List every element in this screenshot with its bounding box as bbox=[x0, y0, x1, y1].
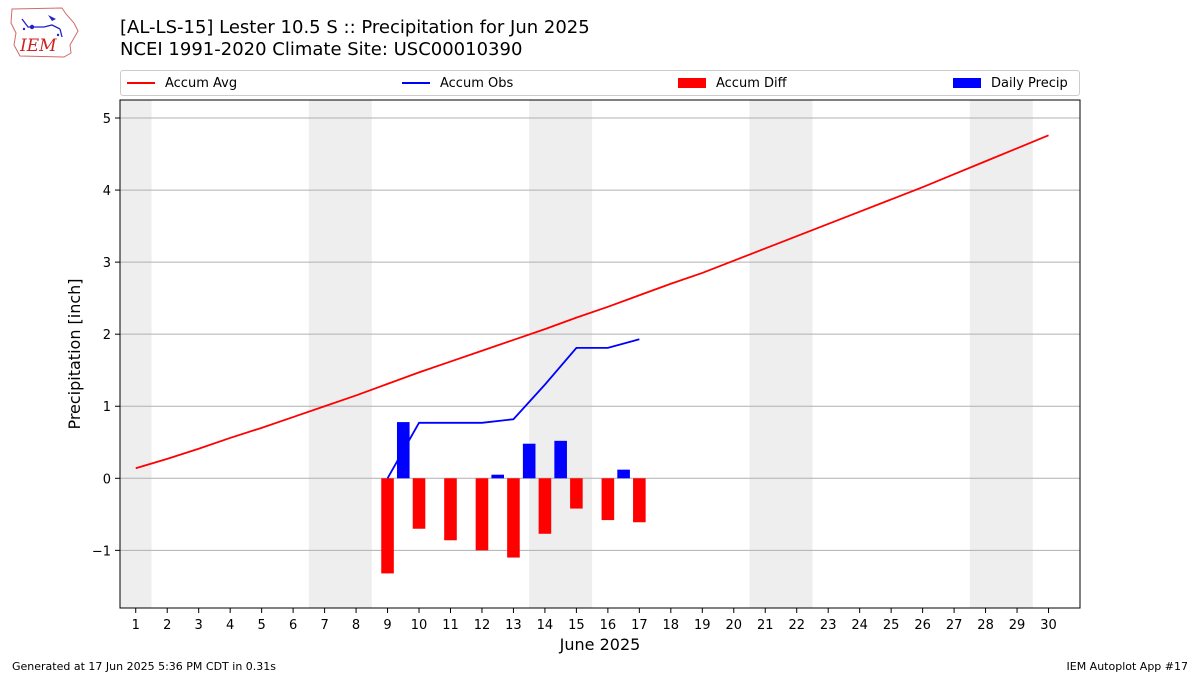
accum-diff-bar bbox=[538, 478, 552, 534]
logo-text: IEM bbox=[19, 36, 57, 56]
legend-label: Accum Diff bbox=[716, 75, 787, 91]
weekend-shade bbox=[308, 100, 372, 608]
legend-label: Accum Obs bbox=[440, 75, 514, 91]
x-tick-label: 26 bbox=[914, 618, 931, 633]
weekend-shade bbox=[749, 100, 813, 608]
chart-title: [AL-LS-15] Lester 10.5 S :: Precipitatio… bbox=[120, 17, 590, 38]
x-tick-label: 17 bbox=[631, 618, 648, 633]
accum-diff-bar bbox=[475, 478, 489, 551]
legend-label: Daily Precip bbox=[991, 75, 1068, 91]
daily-precip-bar bbox=[491, 474, 504, 479]
x-tick-label: 16 bbox=[600, 618, 617, 633]
x-tick-label: 28 bbox=[977, 618, 994, 633]
x-tick-label: 23 bbox=[820, 618, 837, 633]
x-tick-label: 21 bbox=[757, 618, 774, 633]
accum-diff-bar bbox=[633, 478, 646, 523]
accum-diff-bar bbox=[570, 478, 583, 509]
accum-diff-bar bbox=[412, 478, 426, 529]
x-tick-label: 14 bbox=[537, 618, 554, 633]
accum-diff-bar bbox=[381, 478, 394, 574]
x-tick-label: 6 bbox=[289, 618, 297, 633]
y-axis-label: Precipitation [inch] bbox=[65, 278, 84, 429]
x-tick-label: 8 bbox=[352, 618, 360, 633]
x-tick-label: 29 bbox=[1009, 618, 1026, 633]
legend-item-daily-precip: Daily Precip bbox=[953, 71, 1068, 95]
x-axis-label: June 2025 bbox=[559, 635, 641, 654]
x-tick-label: 24 bbox=[851, 618, 868, 633]
generated-timestamp: Generated at 17 Jun 2025 5:36 PM CDT in … bbox=[12, 660, 277, 673]
legend-item-accum-diff: Accum Diff bbox=[678, 71, 787, 95]
x-tick-label: 11 bbox=[442, 618, 459, 633]
x-tick-label: 12 bbox=[474, 618, 491, 633]
accum-diff-bar bbox=[601, 478, 615, 521]
y-tick-label: 4 bbox=[103, 184, 111, 199]
chart-legend: Accum Avg Accum Obs Accum Diff Daily Pre… bbox=[120, 70, 1080, 96]
accum-diff-bar bbox=[507, 478, 520, 558]
x-tick-label: 3 bbox=[195, 618, 203, 633]
x-tick-label: 2 bbox=[163, 618, 171, 633]
weekend-shade bbox=[969, 100, 1033, 608]
legend-label: Accum Avg bbox=[165, 75, 238, 91]
plot-frame bbox=[119, 99, 1081, 609]
iem-logo-icon: IEM bbox=[10, 7, 79, 58]
legend-item-accum-avg: Accum Avg bbox=[127, 71, 237, 95]
accum-obs-line bbox=[386, 338, 640, 479]
x-tick-label: 10 bbox=[411, 618, 428, 633]
legend-swatch bbox=[402, 82, 430, 84]
daily-precip-bar bbox=[617, 469, 630, 479]
x-tick-label: 27 bbox=[946, 618, 963, 633]
x-tick-label: 7 bbox=[320, 618, 328, 633]
y-tick-label: 5 bbox=[103, 112, 111, 127]
y-tick-label: 2 bbox=[103, 328, 111, 343]
daily-precip-bar bbox=[522, 443, 536, 479]
app-credit: IEM Autoplot App #17 bbox=[1066, 660, 1189, 673]
x-tick-label: 13 bbox=[505, 618, 522, 633]
x-tick-label: 18 bbox=[663, 618, 680, 633]
x-tick-label: 19 bbox=[694, 618, 711, 633]
x-tick-label: 20 bbox=[725, 618, 742, 633]
y-tick-label: 3 bbox=[103, 256, 111, 271]
x-tick-label: 9 bbox=[383, 618, 391, 633]
legend-swatch bbox=[678, 78, 706, 88]
x-tick-label: 30 bbox=[1040, 618, 1057, 633]
accum-avg-line bbox=[135, 134, 1049, 470]
chart-subtitle: NCEI 1991-2020 Climate Site: USC00010390 bbox=[120, 39, 523, 60]
legend-item-accum-obs: Accum Obs bbox=[402, 71, 513, 95]
y-tick-label: −1 bbox=[92, 544, 111, 559]
x-tick-label: 15 bbox=[568, 618, 585, 633]
y-tick-label: 1 bbox=[103, 400, 111, 415]
iem-logo: IEM bbox=[8, 5, 82, 59]
x-tick-label: 22 bbox=[788, 618, 805, 633]
accum-diff-bar bbox=[444, 478, 457, 541]
x-tick-label: 4 bbox=[226, 618, 234, 633]
weekend-shade bbox=[120, 100, 152, 608]
legend-swatch bbox=[953, 78, 981, 88]
legend-swatch bbox=[127, 82, 155, 84]
daily-precip-bar bbox=[554, 440, 567, 479]
y-tick-label: 0 bbox=[103, 472, 111, 487]
x-tick-label: 1 bbox=[132, 618, 140, 633]
x-tick-label: 5 bbox=[257, 618, 265, 633]
x-tick-label: 25 bbox=[883, 618, 900, 633]
